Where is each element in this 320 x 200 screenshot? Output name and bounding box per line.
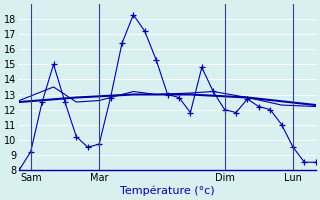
X-axis label: Température (°c): Température (°c) <box>120 185 215 196</box>
